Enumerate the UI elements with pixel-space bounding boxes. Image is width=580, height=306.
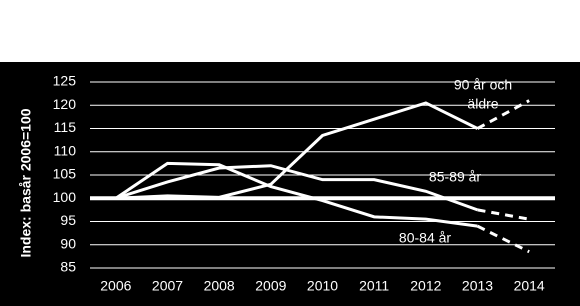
forecast-line xyxy=(477,208,530,221)
series-label: äldre xyxy=(467,96,498,112)
y-tick-label: 105 xyxy=(53,166,77,182)
x-tick-label: 2007 xyxy=(152,278,183,294)
line xyxy=(115,101,479,200)
forecast-line xyxy=(476,224,530,254)
y-tick-label: 95 xyxy=(60,212,76,228)
y-axis-title: Index: basår 2006=100 xyxy=(18,108,34,257)
y-tick-label: 120 xyxy=(53,96,77,112)
y-tick-label: 110 xyxy=(54,142,77,158)
line xyxy=(114,161,478,228)
x-tick-label: 2006 xyxy=(100,278,131,294)
x-tick-label: 2012 xyxy=(410,278,441,294)
x-tick-label: 2010 xyxy=(307,278,338,294)
y-tick-label: 100 xyxy=(53,189,77,205)
x-tick-label: 2013 xyxy=(462,278,493,294)
y-tick-label: 90 xyxy=(60,235,76,251)
y-tick-label: 125 xyxy=(53,73,77,89)
x-tick-label: 2011 xyxy=(359,278,389,294)
y-tick-label: 85 xyxy=(60,259,76,275)
x-tick-label: 2009 xyxy=(255,278,286,294)
y-tick-label: 115 xyxy=(54,119,77,135)
line xyxy=(115,164,479,212)
series-label: 90 år och xyxy=(454,77,512,93)
series-label: 80-84 år xyxy=(399,230,451,246)
x-tick-label: 2014 xyxy=(514,278,545,294)
forecast-line xyxy=(476,99,530,130)
chart-background xyxy=(0,62,580,306)
series-label: 85-89 år xyxy=(429,169,481,185)
x-tick-label: 2008 xyxy=(204,278,235,294)
